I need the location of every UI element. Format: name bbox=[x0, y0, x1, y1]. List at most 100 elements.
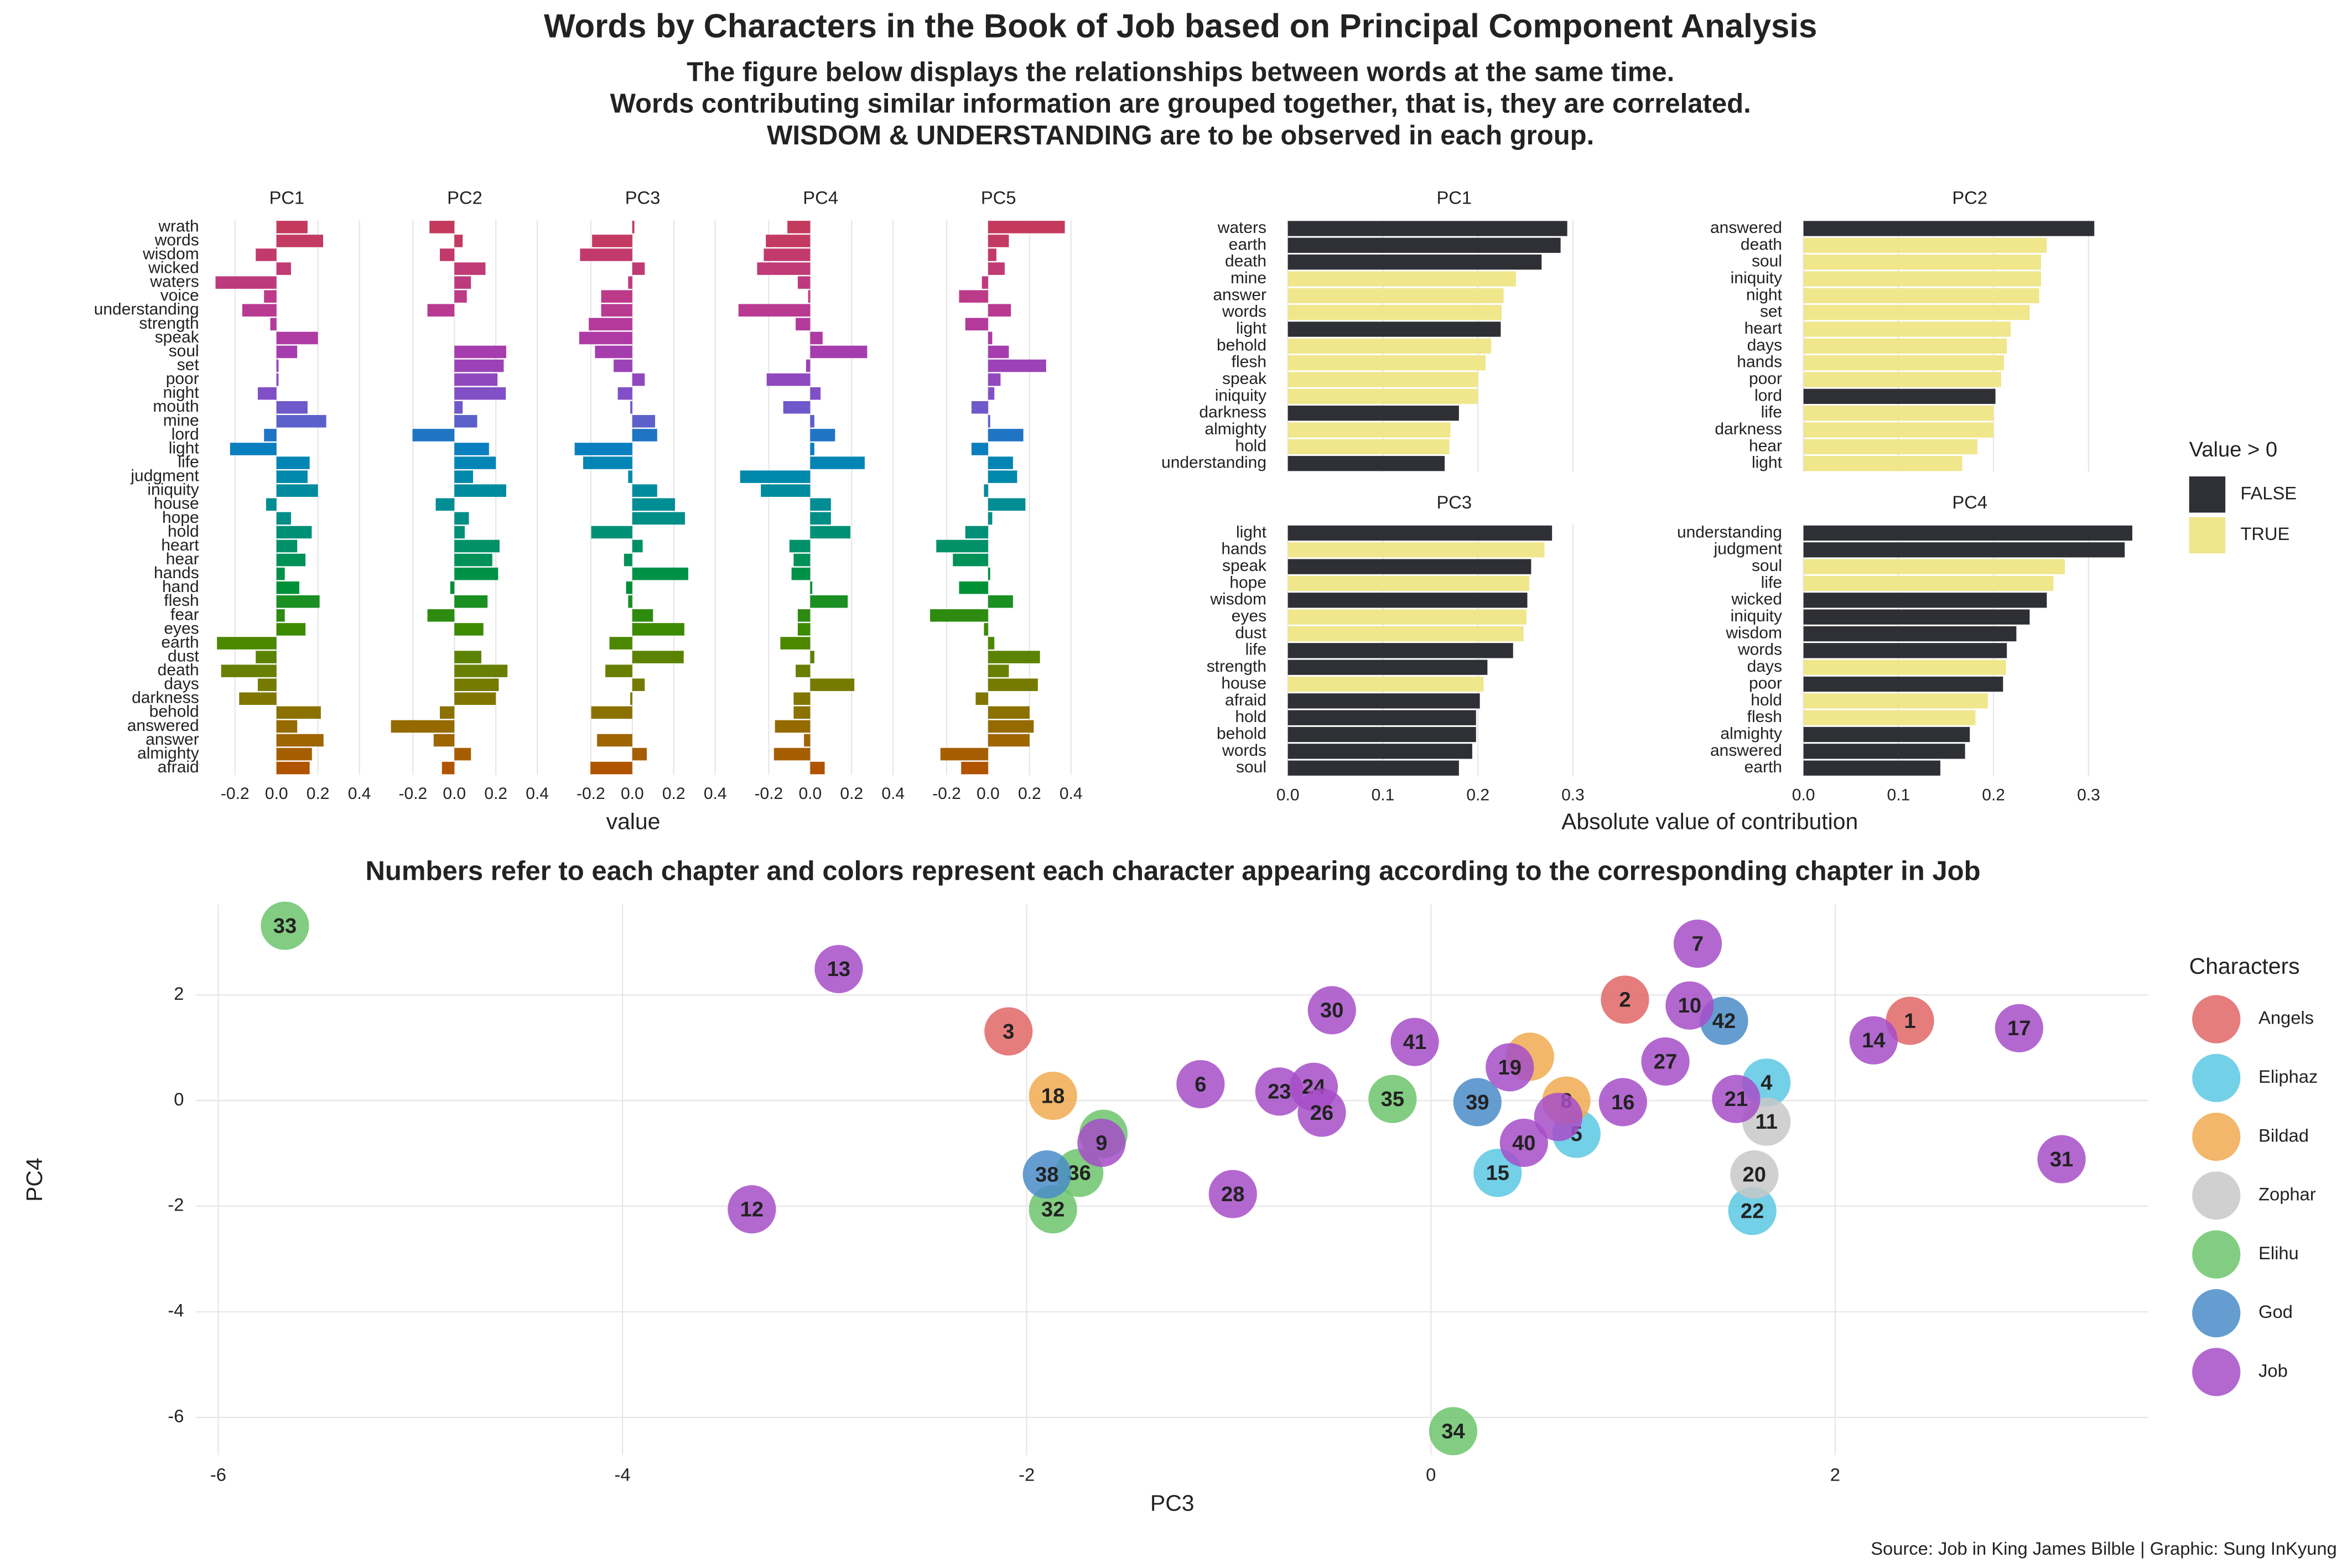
bar bbox=[1803, 406, 1994, 421]
x-axis-label: value bbox=[606, 809, 661, 834]
bar bbox=[1803, 626, 2017, 642]
bar bbox=[1803, 372, 2001, 387]
point bbox=[1730, 1150, 1779, 1199]
bar bbox=[1287, 643, 1513, 658]
y-tick-label: lord bbox=[1754, 386, 1782, 404]
bar bbox=[810, 345, 868, 359]
bar bbox=[454, 401, 463, 414]
legend-label: Bildad bbox=[2258, 1125, 2309, 1145]
bar bbox=[810, 581, 813, 594]
bar bbox=[601, 290, 632, 303]
y-tick-label: house bbox=[1221, 674, 1266, 692]
bar bbox=[783, 401, 811, 414]
x-tick-label: 0.2 bbox=[1982, 786, 2005, 804]
bar bbox=[988, 331, 993, 345]
bar bbox=[1803, 422, 1994, 438]
bar bbox=[630, 692, 632, 705]
bar bbox=[632, 651, 684, 663]
bar bbox=[1287, 626, 1524, 642]
bar bbox=[454, 692, 496, 705]
x-tick-label: 0.0 bbox=[443, 785, 466, 803]
bar bbox=[391, 720, 455, 733]
y-tick-label: behold bbox=[1217, 724, 1266, 743]
bar bbox=[630, 401, 632, 414]
point-label: 12 bbox=[740, 1198, 764, 1222]
bar bbox=[810, 415, 814, 428]
bar bbox=[1803, 542, 2125, 558]
bar bbox=[1803, 355, 2005, 371]
bar bbox=[592, 235, 632, 247]
bar bbox=[810, 331, 823, 345]
bar bbox=[775, 720, 811, 733]
point-label: 34 bbox=[1441, 1419, 1465, 1443]
y-tick-label: night bbox=[1746, 285, 1783, 304]
bar bbox=[959, 581, 988, 594]
legend-label: Zophar bbox=[2258, 1184, 2316, 1204]
y-tick-label: 2 bbox=[174, 983, 184, 1004]
bar bbox=[632, 484, 657, 497]
bar bbox=[276, 609, 285, 622]
x-tick-label: 0.4 bbox=[881, 785, 905, 803]
bar bbox=[215, 276, 277, 289]
bar bbox=[766, 235, 811, 247]
x-tick-label: -0.2 bbox=[755, 785, 783, 803]
bar bbox=[780, 637, 811, 650]
bar bbox=[988, 304, 1011, 317]
bar bbox=[988, 678, 1038, 691]
y-tick-label: light bbox=[169, 439, 200, 457]
bar bbox=[454, 526, 465, 539]
bar bbox=[787, 221, 811, 233]
bar bbox=[988, 221, 1065, 233]
y-tick-label: waters bbox=[149, 273, 199, 291]
bar bbox=[454, 747, 471, 761]
bar bbox=[632, 373, 645, 386]
point-label: 6 bbox=[1195, 1072, 1206, 1096]
bar bbox=[810, 512, 831, 525]
y-tick-label: answered bbox=[1710, 219, 1782, 237]
bar bbox=[1803, 726, 1970, 743]
y-tick-label: death bbox=[158, 661, 199, 679]
legend-swatch bbox=[2189, 517, 2226, 554]
x-tick-label: 0.0 bbox=[799, 785, 822, 803]
point bbox=[1368, 1074, 1417, 1123]
point-label: 28 bbox=[1221, 1182, 1244, 1206]
bar bbox=[429, 221, 455, 233]
point-label: 38 bbox=[1035, 1163, 1058, 1187]
bar bbox=[264, 429, 277, 442]
x-tick-label: 0.0 bbox=[1276, 786, 1300, 804]
bar bbox=[276, 359, 279, 372]
bar bbox=[810, 387, 821, 400]
x-tick-label: 0.4 bbox=[526, 785, 549, 803]
bar bbox=[810, 498, 831, 511]
bar bbox=[988, 373, 1001, 386]
bar bbox=[757, 262, 811, 275]
point bbox=[1849, 1016, 1898, 1065]
bar bbox=[1803, 439, 1977, 455]
bar bbox=[1287, 221, 1567, 236]
y-tick-label: judgment bbox=[130, 467, 199, 485]
point bbox=[1077, 1118, 1126, 1167]
point bbox=[1886, 996, 1934, 1045]
facet-title: PC4 bbox=[1952, 492, 1987, 512]
bar bbox=[266, 498, 277, 511]
y-tick-label: words bbox=[1222, 741, 1266, 760]
bar bbox=[595, 345, 632, 359]
point-label: 23 bbox=[1268, 1080, 1291, 1104]
y-tick-label: soul bbox=[1752, 557, 1782, 575]
y-tick-label: death bbox=[1741, 235, 1782, 253]
bar bbox=[766, 373, 811, 386]
bar bbox=[574, 443, 632, 455]
bar bbox=[276, 581, 299, 594]
bar bbox=[239, 692, 277, 705]
y-tick-label: strength bbox=[139, 314, 199, 333]
bar bbox=[442, 761, 455, 775]
bar bbox=[988, 651, 1040, 663]
bar bbox=[810, 456, 865, 469]
bar bbox=[264, 290, 277, 303]
point-label: 20 bbox=[1743, 1163, 1766, 1187]
bar bbox=[454, 512, 469, 525]
bar bbox=[454, 470, 473, 483]
bar bbox=[427, 609, 455, 622]
bar bbox=[617, 387, 632, 400]
